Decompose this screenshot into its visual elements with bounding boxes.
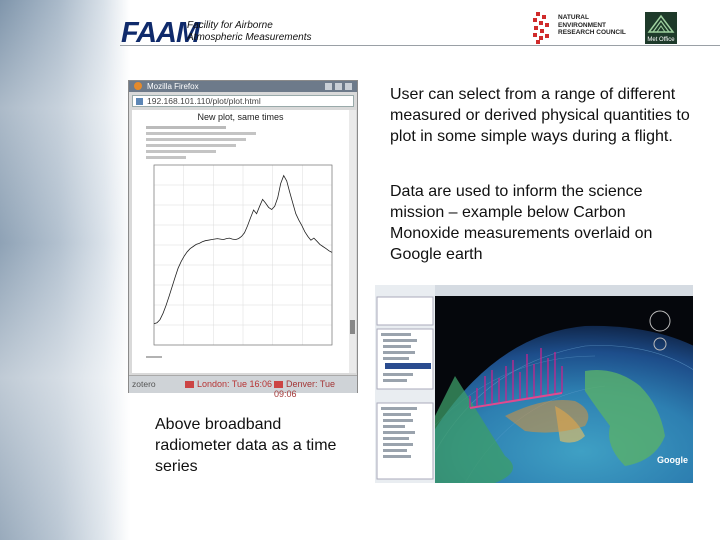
time-series-plot bbox=[146, 164, 333, 358]
page-scrollbar[interactable] bbox=[349, 110, 356, 373]
series-line bbox=[153, 174, 333, 325]
header-divider bbox=[120, 45, 720, 46]
uk-flag-icon bbox=[185, 381, 194, 389]
nerc-line2: ENVIRONMENT bbox=[558, 21, 607, 29]
plot-metadata bbox=[146, 126, 256, 159]
google-earth-sidebar bbox=[375, 285, 435, 483]
faam-subtitle: Facility for Airborne Atmospheric Measur… bbox=[187, 20, 312, 44]
caption-radiometer: Above broadband radiometer data as a tim… bbox=[155, 416, 337, 475]
denver-clock-text: Denver: Tue 09:06 bbox=[274, 379, 336, 399]
google-earth-places-panel bbox=[376, 296, 434, 480]
met-office-label: Met Office bbox=[647, 37, 675, 43]
description-plotting: User can select from a range of differen… bbox=[390, 86, 690, 145]
sky-background bbox=[0, 0, 130, 540]
zotero-status[interactable]: zotero bbox=[132, 379, 156, 389]
nerc-line1: NATURAL bbox=[558, 14, 589, 21]
scrollbar-thumb[interactable] bbox=[350, 320, 355, 334]
earth-map-view bbox=[435, 296, 693, 483]
url-text: 192.168.101.110/plot/plot.html bbox=[147, 96, 261, 106]
plot-title: New plot, same times bbox=[197, 112, 284, 122]
google-earth-screenshot: Google bbox=[375, 285, 693, 483]
description-carbon-monoxide: Data are used to inform the science miss… bbox=[390, 183, 653, 263]
plot-frame bbox=[153, 164, 333, 346]
nerc-text: NATURAL ENVIRONMENT RESEARCH COUNCIL bbox=[558, 14, 626, 37]
london-clock-text: London: Tue 16:06 bbox=[197, 379, 273, 389]
nerc-line3: RESEARCH COUNCIL bbox=[558, 29, 626, 36]
firefox-window: Mozilla Firefox 192.168.101.110/plot/plo… bbox=[128, 80, 358, 399]
met-office-logo: Met Office bbox=[645, 12, 677, 44]
nerc-emblem-icon bbox=[533, 12, 549, 44]
nerc-logo: NATURAL ENVIRONMENT RESEARCH COUNCIL bbox=[530, 11, 640, 45]
us-flag-icon bbox=[274, 381, 283, 389]
window-titlebar: Mozilla Firefox bbox=[129, 81, 357, 92]
window-controls-icon[interactable] bbox=[324, 82, 354, 91]
firefox-icon bbox=[134, 82, 142, 90]
faam-subtitle-line2: Atmospheric Measurements bbox=[187, 32, 312, 43]
denver-clock: Denver: Tue 09:06 bbox=[274, 379, 357, 399]
met-office-emblem-icon bbox=[647, 14, 675, 33]
google-earth-toolbar bbox=[435, 285, 693, 296]
google-logo: Google bbox=[657, 455, 688, 465]
status-bar: zotero London: Tue 16:06 Denver: Tue 09:… bbox=[129, 375, 357, 399]
window-title: Mozilla Firefox bbox=[147, 82, 199, 91]
plot-page: New plot, same times bbox=[132, 110, 349, 373]
faam-logo: FAAM bbox=[121, 17, 200, 49]
london-clock: London: Tue 16:06 bbox=[185, 379, 272, 389]
faam-subtitle-line1: Facility for Airborne bbox=[187, 20, 273, 31]
url-bar[interactable]: 192.168.101.110/plot/plot.html bbox=[132, 95, 354, 107]
page-icon bbox=[136, 98, 143, 105]
